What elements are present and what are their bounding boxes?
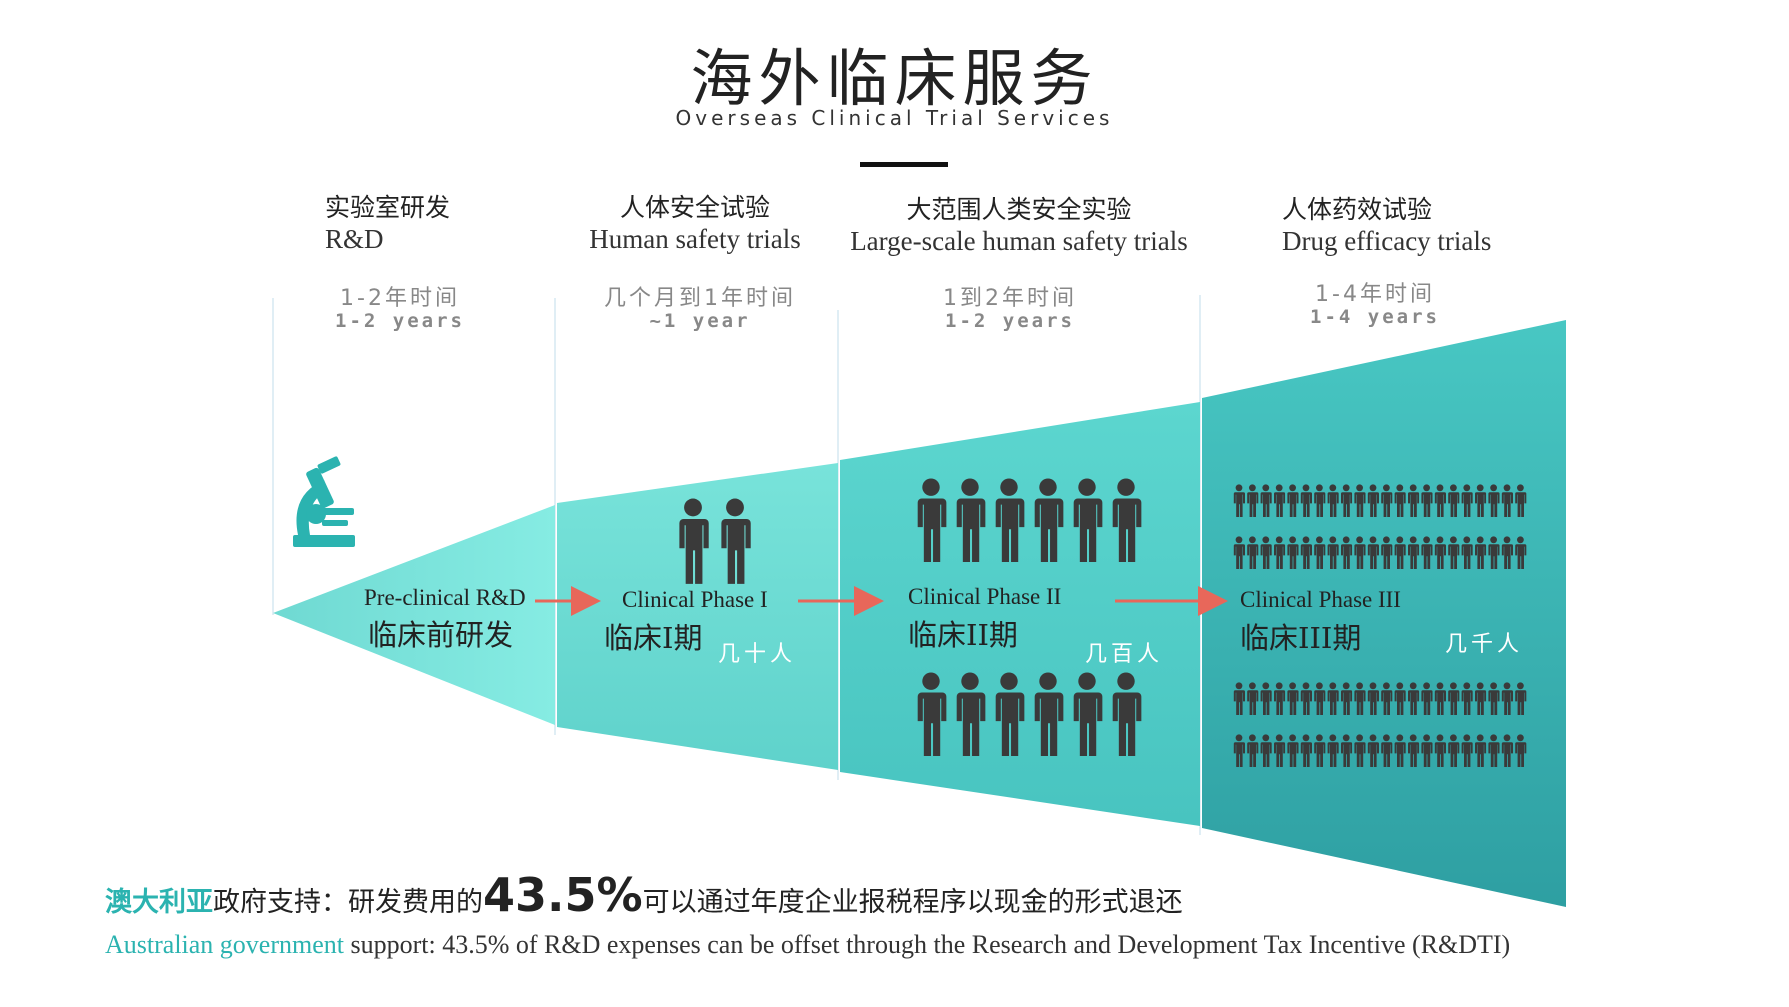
microscope-icon [293,456,355,547]
stage-phase3-duration-en: 1-4 years [1310,306,1440,328]
funnel-segment-phase1 [557,463,838,770]
stage-phase1-duration-zh: 几个月到1年时间 [604,286,796,311]
phase3-label-en: Clinical Phase III [1240,587,1401,612]
footer-note-zh: 澳大利亚政府支持：研发费用的43.5%可以通过年度企业报税程序以现金的形式退还 [105,868,1183,922]
stage-rd-duration-zh: 1-2年时间 [340,286,460,311]
stage-rd-duration-en: 1-2 years [335,310,465,332]
stage-phase3-title-zh: 人体药效试验 [1282,195,1433,224]
phase3-participant-count: 几千人 [1445,632,1524,657]
stage-phase2-duration-en: 1-2 years [945,310,1075,332]
footer-zh-part1: 政府支持：研发费用的 [213,887,483,918]
stage-rd-title-zh: 实验室研发 [325,193,451,222]
footer-en-rest: support: 43.5% of R&D expenses can be of… [344,930,1511,959]
phase-preclinical-label-en: Pre-clinical R&D [364,585,526,610]
footer-note-en: Australian government support: 43.5% of … [105,930,1510,960]
phase1-label-zh: 临床I期 [604,621,703,655]
page-title: 海外临床服务 [690,42,1099,115]
phase2-participant-count: 几百人 [1085,642,1164,667]
page-subtitle: Overseas Clinical Trial Services [675,106,1114,130]
footer-zh-part2: 可以通过年度企业报税程序以现金的形式退还 [642,887,1183,918]
stage-phase1-title-en: Human safety trials [589,224,801,254]
footer-zh-highlight: 澳大利亚 [105,887,213,918]
phase2-label-en: Clinical Phase II [908,584,1062,609]
stage-phase2-duration-zh: 1到2年时间 [943,286,1077,311]
funnel-segment-phase3 [1202,320,1566,907]
stage-phase3-duration-zh: 1-4年时间 [1315,282,1435,307]
stage-phase1-duration-en: ~1 year [649,310,751,332]
phase1-participant-count: 几十人 [718,642,797,667]
stage-phase3-title-en: Drug efficacy trials [1282,226,1492,256]
funnel-segment-phase2 [840,402,1200,826]
footer-en-highlight: Australian government [105,930,344,959]
stage-phase2-title-en: Large-scale human safety trials [850,226,1188,256]
phase1-label-en: Clinical Phase I [622,587,768,612]
stage-rd-title-en: R&D [325,224,384,254]
title-divider [860,162,948,167]
stage-phase1-title-zh: 人体安全试验 [619,193,770,222]
phase2-label-zh: 临床II期 [908,618,1018,652]
phase3-label-zh: 临床III期 [1240,621,1362,655]
footer-zh-percent: 43.5% [483,868,643,922]
stage-phase2-title-zh: 大范围人类安全实验 [906,195,1132,224]
phase-preclinical-label-zh: 临床前研发 [368,618,514,652]
funnel-segment-preclinical [273,505,555,725]
